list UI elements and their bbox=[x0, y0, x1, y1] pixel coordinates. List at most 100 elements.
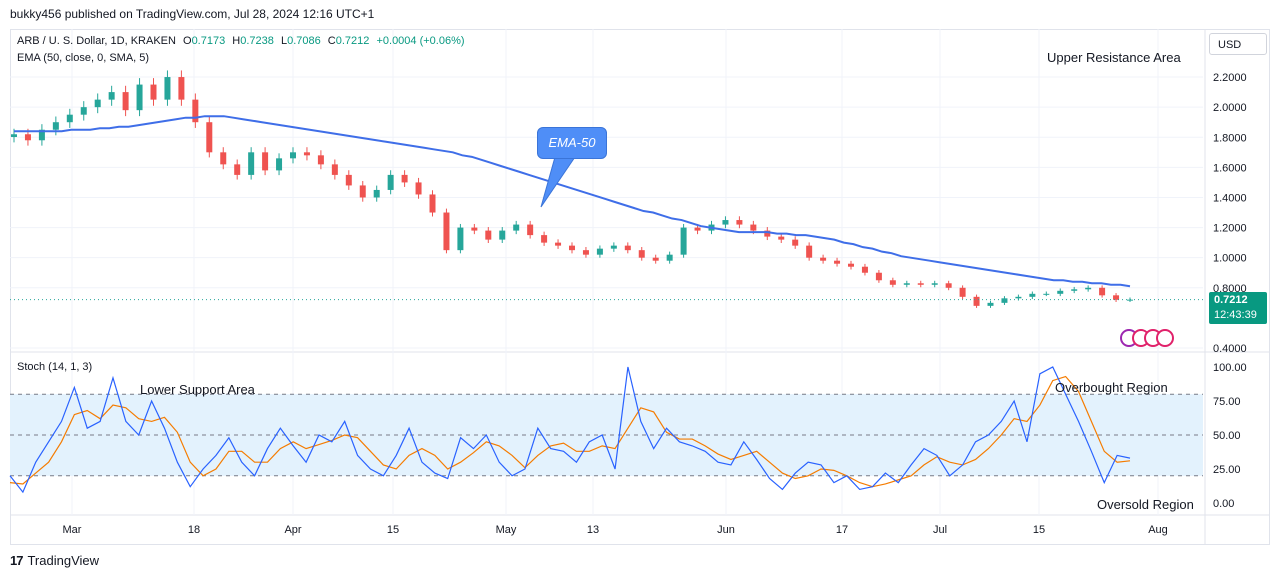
candle bbox=[694, 227, 701, 231]
brand-name: TradingView bbox=[27, 553, 100, 568]
low-value: 0.7086 bbox=[287, 35, 321, 47]
candle bbox=[917, 283, 924, 285]
stoch-tick-label: 0.00 bbox=[1213, 498, 1234, 510]
candle bbox=[555, 242, 562, 246]
candle bbox=[889, 280, 896, 285]
candle bbox=[638, 250, 645, 258]
oversold-label: Oversold Region bbox=[1097, 497, 1194, 512]
candle bbox=[11, 134, 17, 137]
candle bbox=[317, 155, 324, 165]
x-tick-label: 13 bbox=[587, 524, 599, 536]
candle bbox=[764, 230, 771, 237]
candle bbox=[610, 245, 617, 249]
event-flags[interactable] bbox=[1120, 329, 1174, 347]
candle bbox=[722, 220, 729, 225]
candle bbox=[1099, 287, 1106, 296]
candle bbox=[792, 239, 799, 246]
tradingview-logo-icon: 17 bbox=[10, 553, 24, 568]
price-tag: 0.7212 12:43:39 bbox=[1209, 292, 1267, 324]
y-tick-label: 2.2000 bbox=[1213, 72, 1247, 84]
candle bbox=[875, 272, 882, 281]
stoch-tick-label: 25.00 bbox=[1213, 464, 1241, 476]
candle bbox=[680, 227, 687, 255]
candle bbox=[290, 152, 296, 159]
candle bbox=[820, 257, 827, 261]
candle bbox=[429, 194, 436, 213]
candle bbox=[945, 283, 952, 288]
candle bbox=[485, 230, 492, 240]
candle bbox=[94, 99, 101, 108]
high-label: H bbox=[232, 35, 241, 47]
candle bbox=[248, 152, 255, 175]
candle bbox=[834, 260, 841, 264]
bar-countdown: 12:43:39 bbox=[1214, 309, 1257, 321]
candle bbox=[52, 122, 59, 130]
candle bbox=[80, 107, 87, 115]
candle bbox=[903, 283, 910, 285]
lower-support-label: Lower Support Area bbox=[140, 382, 255, 397]
candle bbox=[387, 174, 394, 190]
candle bbox=[513, 224, 520, 231]
y-tick-label: 1.0000 bbox=[1213, 253, 1247, 265]
upper-resistance-label: Upper Resistance Area bbox=[1047, 50, 1181, 65]
candle bbox=[122, 92, 129, 111]
y-tick-label: 0.4000 bbox=[1213, 343, 1247, 355]
currency-button[interactable]: USD bbox=[1209, 33, 1267, 55]
ema-callout-pointer bbox=[540, 156, 576, 208]
candle bbox=[987, 302, 994, 306]
ema-callout: EMA-50 bbox=[537, 127, 607, 159]
candle bbox=[499, 230, 506, 240]
y-tick-label: 1.2000 bbox=[1213, 223, 1247, 235]
stoch-legend: Stoch (14, 1, 3) bbox=[17, 361, 93, 373]
candle bbox=[1043, 293, 1050, 295]
candle bbox=[164, 77, 171, 100]
candle bbox=[973, 296, 980, 306]
x-tick-label: May bbox=[496, 524, 517, 536]
x-tick-label: 17 bbox=[836, 524, 848, 536]
candle bbox=[848, 263, 854, 267]
candle bbox=[345, 174, 352, 186]
candle bbox=[24, 134, 31, 141]
candle bbox=[666, 254, 673, 261]
candle bbox=[38, 129, 45, 141]
footer-logo[interactable]: 17 TradingView bbox=[10, 553, 99, 568]
candle bbox=[778, 236, 785, 240]
publish-line: bukky456 published on TradingView.com, J… bbox=[10, 7, 375, 21]
stoch-tick-label: 50.00 bbox=[1213, 430, 1241, 442]
candle bbox=[1113, 295, 1120, 300]
candle bbox=[262, 152, 269, 171]
candle bbox=[415, 182, 422, 195]
candle bbox=[150, 84, 157, 100]
x-tick-label: Aug bbox=[1148, 524, 1168, 536]
candle bbox=[1029, 293, 1036, 297]
flag-icon[interactable] bbox=[1156, 329, 1174, 347]
x-tick-label: Jul bbox=[933, 524, 947, 536]
candle bbox=[1085, 287, 1092, 290]
y-tick-label: 1.4000 bbox=[1213, 192, 1247, 204]
stoch-d-line bbox=[9, 375, 1131, 488]
chart-frame bbox=[10, 29, 1270, 545]
candle bbox=[276, 158, 283, 171]
ema-legend: EMA (50, close, 0, SMA, 5) bbox=[17, 52, 150, 64]
candle bbox=[806, 245, 813, 258]
candle bbox=[931, 283, 938, 285]
y-tick-label: 0.8000 bbox=[1213, 283, 1247, 295]
y-tick-label: 1.6000 bbox=[1213, 162, 1247, 174]
x-tick-label: 15 bbox=[387, 524, 399, 536]
candle bbox=[331, 164, 338, 175]
open-label: O bbox=[183, 35, 192, 47]
candle bbox=[1015, 296, 1022, 299]
candle bbox=[136, 84, 143, 111]
overbought-label: Overbought Region bbox=[1055, 380, 1168, 395]
candle bbox=[596, 248, 603, 255]
candle bbox=[959, 287, 966, 297]
candle bbox=[359, 185, 366, 198]
candle bbox=[1057, 290, 1064, 294]
candle bbox=[108, 92, 115, 100]
candle bbox=[234, 164, 241, 175]
candle bbox=[541, 235, 548, 243]
candle bbox=[178, 77, 185, 100]
last-price: 0.7212 bbox=[1214, 294, 1248, 306]
stoch-tick-label: 100.00 bbox=[1213, 362, 1247, 374]
